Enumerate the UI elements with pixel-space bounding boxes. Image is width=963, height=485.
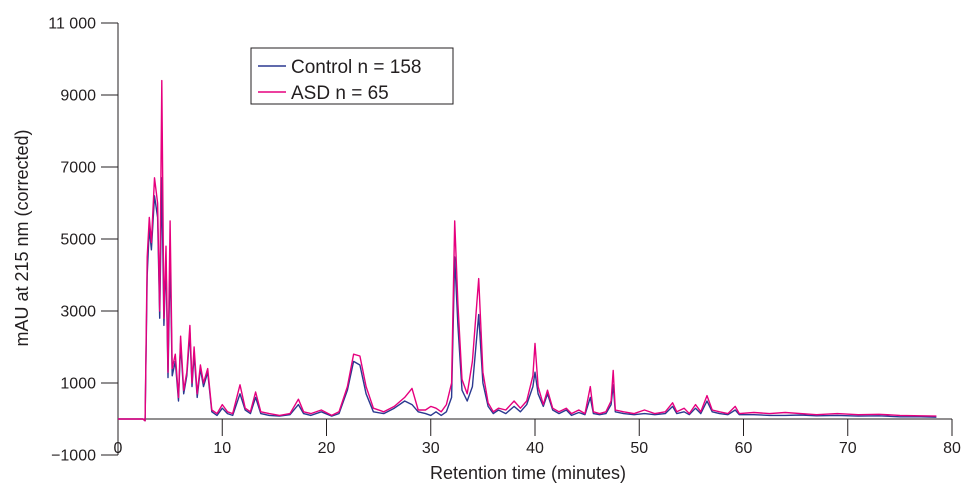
legend-label-asd: ASD n = 65 (291, 83, 389, 104)
series-line-asd (118, 79, 937, 422)
x-axis-label: Retention time (minutes) (430, 463, 626, 483)
legend-box (250, 47, 454, 105)
x-tick-label: 70 (839, 440, 857, 457)
legend-label-control: Control n = 158 (291, 57, 421, 78)
y-axis-label: mAU at 215 nm (corrected) (12, 129, 32, 346)
axes: −1000 1000 3000 5000 7000 9000 11 000 0 10 20 30 40… (48, 16, 961, 465)
x-tick-label: 20 (318, 440, 336, 457)
series-layer (118, 79, 937, 422)
x-tick-label: 50 (630, 440, 648, 457)
y-tick-label: 7000 (60, 160, 96, 177)
legend: Control n = 158 ASD n = 65 (250, 47, 454, 105)
series-line-control (118, 177, 937, 422)
y-tick-label: −1000 (51, 448, 96, 465)
x-tick-label: 10 (213, 440, 231, 457)
x-tick-label: 40 (526, 440, 544, 457)
x-tick-label: 0 (114, 440, 123, 457)
x-tick-label: 30 (422, 440, 440, 457)
y-tick-label: 9000 (60, 88, 96, 105)
y-tick-label: 3000 (60, 304, 96, 321)
y-tick-label: 5000 (60, 232, 96, 249)
x-tick-label: 60 (735, 440, 753, 457)
x-tick-label: 80 (943, 440, 961, 457)
y-tick-label: 1000 (60, 376, 96, 393)
y-tick-label: 11 000 (48, 16, 96, 33)
